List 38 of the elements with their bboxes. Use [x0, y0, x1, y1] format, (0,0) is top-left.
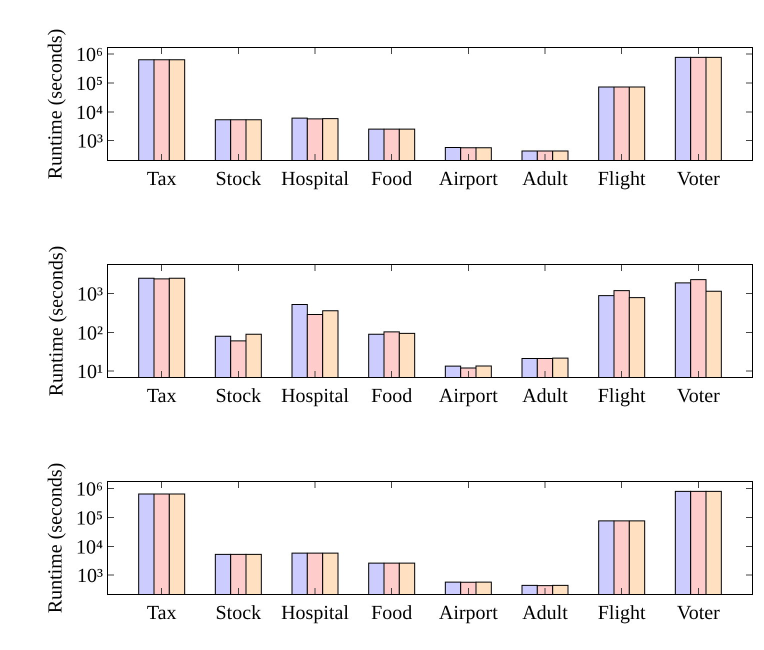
x-tick-label: Adult [522, 168, 568, 190]
x-tick-label: Tax [146, 602, 177, 624]
y-axis-title: Runtime (seconds) [44, 28, 67, 180]
y-tick-label: 10⁶ [76, 44, 104, 66]
x-tick-label: Food [371, 168, 412, 190]
x-tick-label: Tax [146, 385, 177, 407]
x-tick-label: Airport [438, 602, 498, 624]
x-tick-label: Adult [522, 602, 568, 624]
y-tick-label: 10³ [77, 284, 103, 306]
x-tick-label: Food [371, 602, 412, 624]
y-tick-label: 10² [77, 322, 103, 344]
x-tick-label: Voter [676, 385, 720, 407]
x-tick-label: Voter [676, 168, 720, 190]
y-tick-label: 10⁴ [76, 536, 104, 558]
x-tick-label: Flight [598, 168, 646, 190]
x-tick-label: Stock [216, 168, 262, 190]
x-tick-label: Stock [216, 385, 262, 407]
x-tick-label: Food [371, 385, 412, 407]
y-tick-label: 10⁵ [76, 507, 103, 530]
y-tick-label: 10⁵ [76, 72, 103, 95]
y-tick-label: 10³ [77, 130, 103, 153]
y-tick-label: 10¹ [77, 361, 103, 384]
x-tick-label: Stock [216, 602, 262, 624]
x-tick-label: Voter [676, 602, 720, 624]
x-tick-label: Hospital [281, 602, 350, 624]
x-tick-label: Airport [438, 168, 498, 190]
x-tick-label: Flight [598, 385, 646, 407]
y-axis-title: Runtime (seconds) [44, 462, 67, 614]
x-tick-label: Hospital [281, 168, 350, 190]
x-tick-label: Hospital [281, 385, 350, 407]
y-tick-label: 10⁴ [76, 102, 104, 124]
x-tick-label: Flight [598, 602, 646, 624]
x-tick-label: Airport [438, 385, 498, 407]
x-tick-label: Tax [146, 168, 177, 190]
y-tick-label: 10⁶ [76, 478, 104, 501]
y-axis-title: Runtime (seconds) [46, 246, 68, 396]
x-tick-label: Adult [522, 385, 568, 407]
y-tick-label: 10³ [77, 565, 103, 588]
